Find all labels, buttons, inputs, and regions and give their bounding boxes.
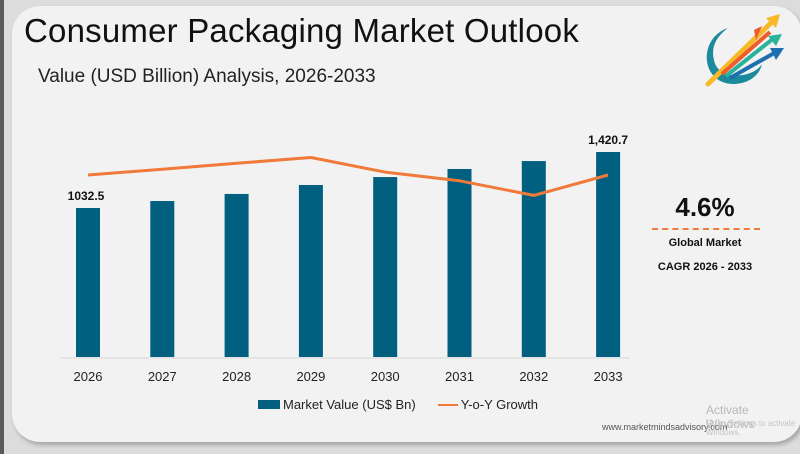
- x-tick-label-2029: 2029: [296, 369, 325, 384]
- page-title: Consumer Packaging Market Outlook: [24, 12, 580, 49]
- bar-2027: [150, 201, 175, 357]
- activate-windows-hint: Go to Settings to activate Windows.: [706, 419, 796, 437]
- bar-data-label-2026: 1032.5: [68, 189, 105, 203]
- bar-2026: [76, 208, 100, 357]
- cagr-divider: [652, 228, 760, 230]
- x-tick-label-2033: 2033: [594, 369, 623, 384]
- legend-line-label: Y-o-Y Growth: [460, 397, 539, 412]
- bar-2033: [596, 152, 621, 357]
- cagr-label-market: Global Market: [668, 237, 742, 249]
- bar-2028: [224, 193, 249, 357]
- x-tick-label-2031: 2031: [445, 369, 474, 384]
- arrows-swoosh-logo-icon: [705, 14, 784, 87]
- yoy-growth-line: [87, 156, 609, 197]
- slide-card: [12, 6, 800, 442]
- window-frame-edge: [0, 0, 4, 454]
- bar-data-label-2033: 1,420.7: [588, 133, 628, 147]
- cagr-value: 4.6%: [675, 192, 735, 222]
- x-tick-label-2026: 2026: [74, 369, 103, 384]
- x-tick-label-2032: 2032: [519, 369, 548, 384]
- legend-bar-label: Market Value (US$ Bn): [283, 397, 416, 412]
- legend-bar-swatch: [258, 400, 280, 409]
- chart-legend: Market Value (US$ Bn) Y-o-Y Growth: [258, 397, 538, 412]
- website-url: www.marketmindsadvisory.com: [602, 422, 728, 432]
- activate-windows-watermark: Activate Windows: [706, 403, 755, 431]
- chart-subtitle: Value (USD Billion) Analysis, 2026-2033: [38, 66, 376, 87]
- bar-2031: [447, 168, 472, 357]
- bar-2030: [373, 177, 398, 357]
- x-tick-label-2027: 2027: [148, 369, 177, 384]
- legend-line-swatch: [437, 403, 458, 406]
- x-tick-label-2028: 2028: [222, 369, 251, 384]
- x-tick-label-2030: 2030: [371, 369, 400, 384]
- bar-2029: [298, 185, 323, 357]
- bar-2032: [521, 161, 546, 357]
- cagr-label-period: CAGR 2026 - 2033: [657, 261, 753, 273]
